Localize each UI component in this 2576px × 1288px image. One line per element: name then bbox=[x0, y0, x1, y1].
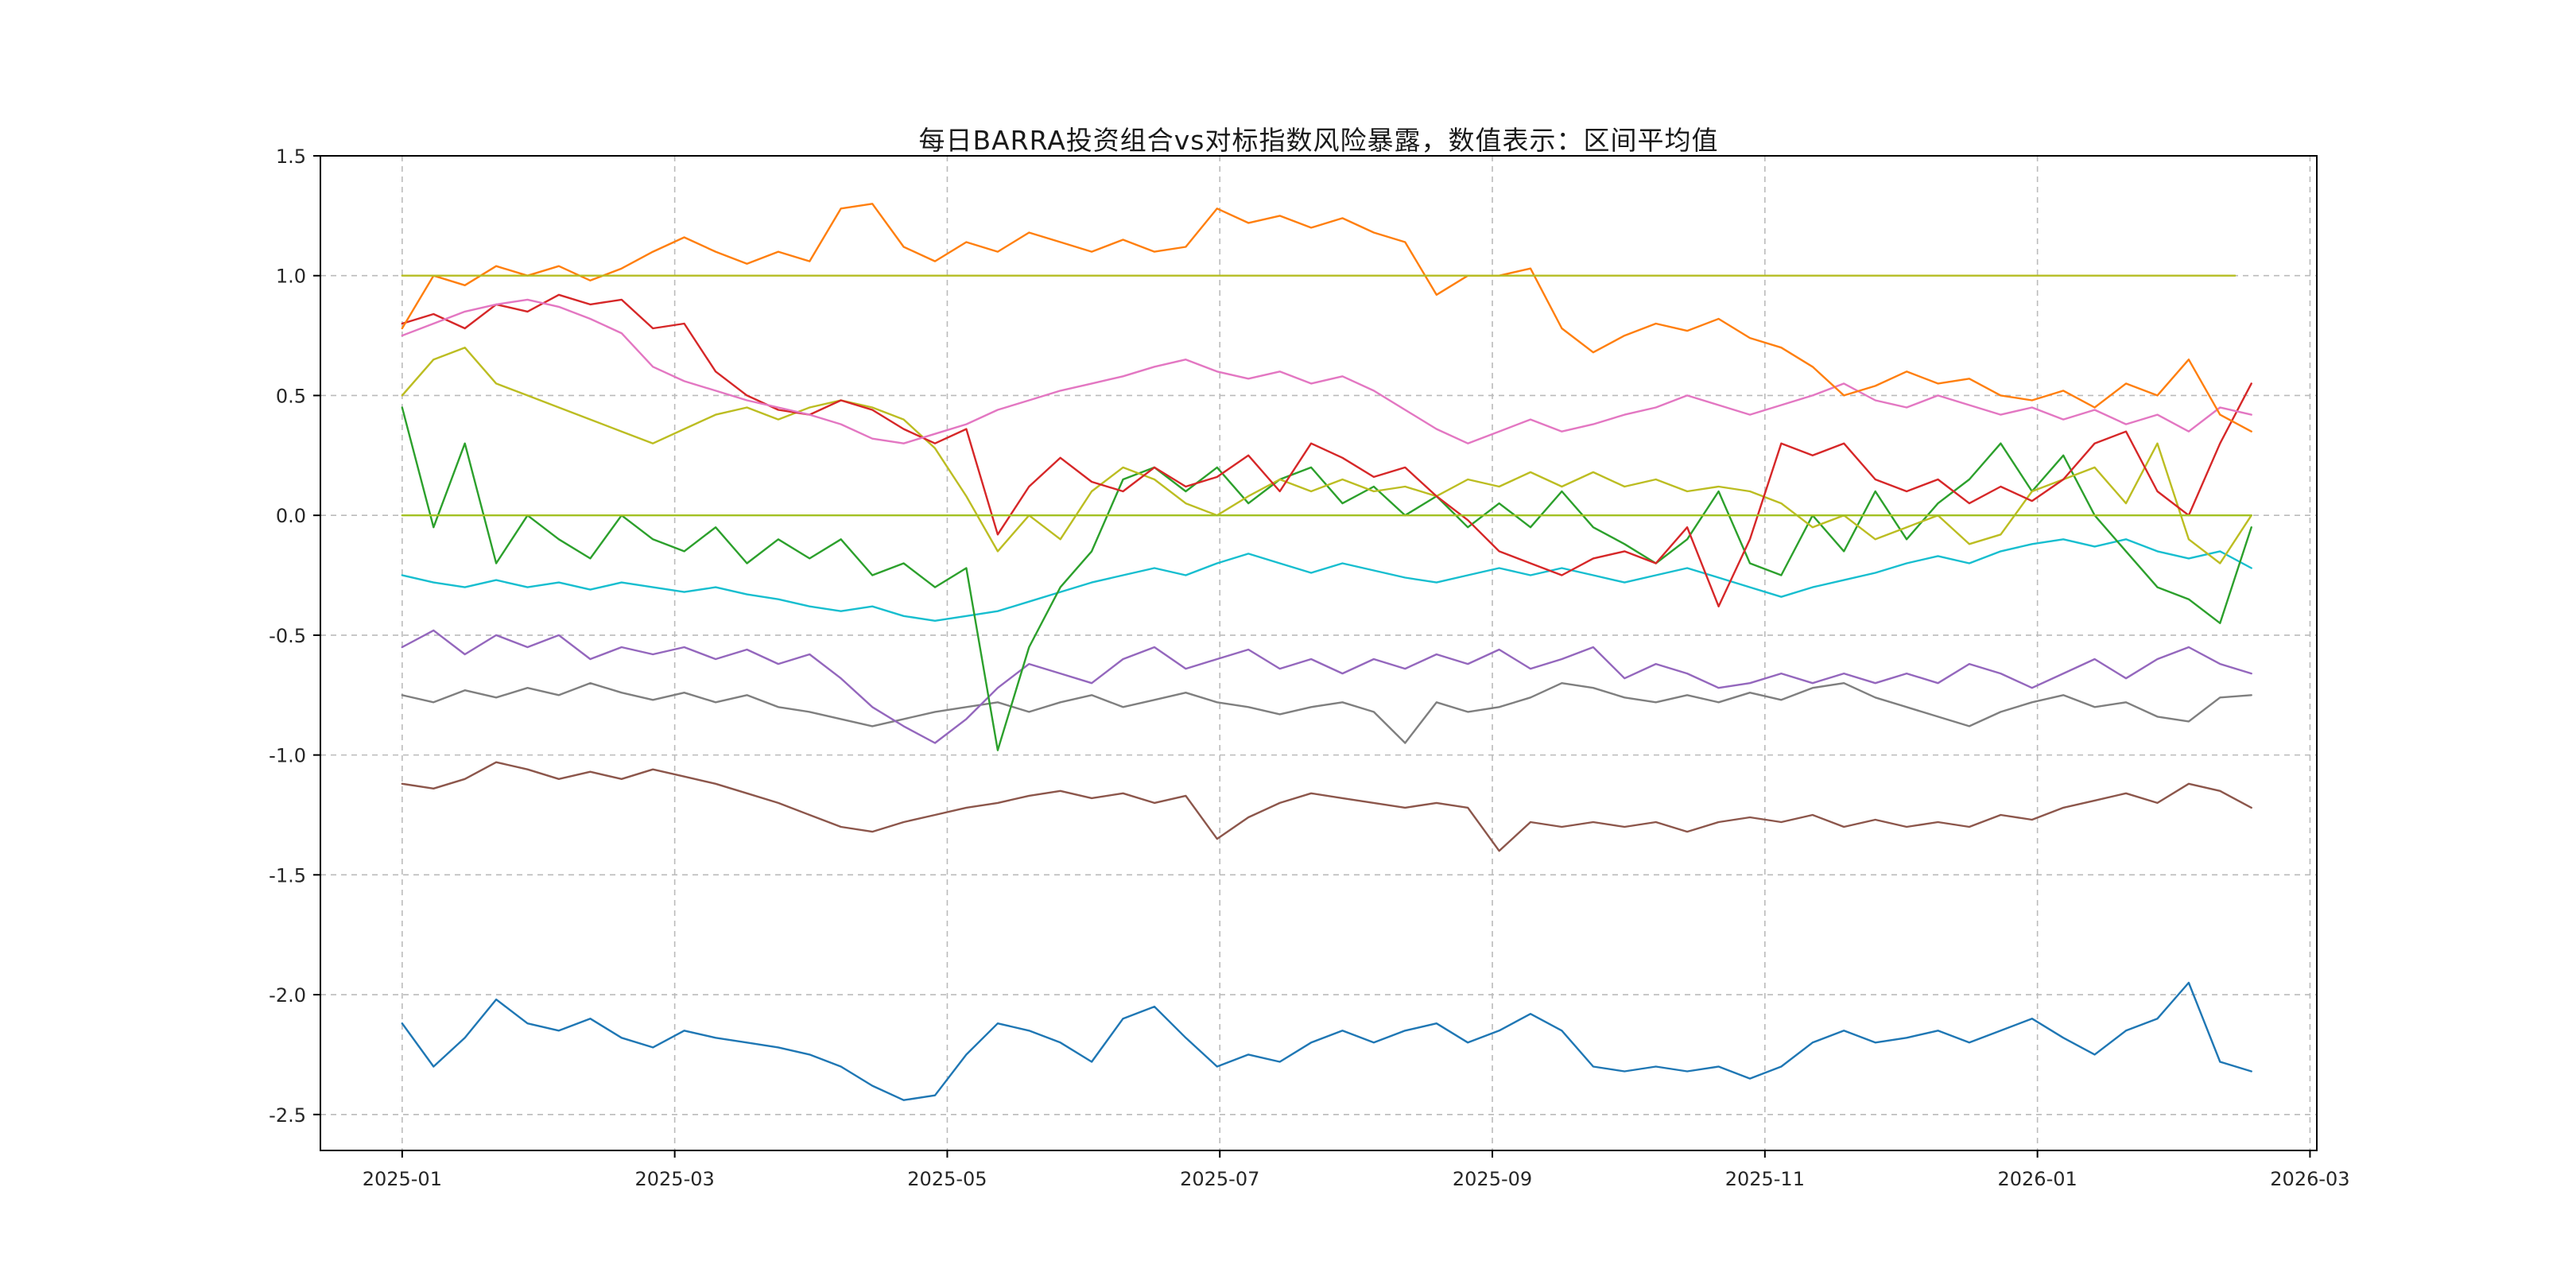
x-tick-label: 2026-03 bbox=[2270, 1168, 2349, 1190]
x-tick-label: 2025-01 bbox=[363, 1168, 442, 1190]
y-tick-label: -1.5 bbox=[269, 864, 306, 886]
plot-frame bbox=[320, 155, 2318, 1151]
y-tick-label: -2.5 bbox=[269, 1104, 306, 1127]
x-tick-label: 2025-09 bbox=[1453, 1168, 1532, 1190]
x-tick-label: 2026-01 bbox=[1997, 1168, 2077, 1190]
chart-title: 每日BARRA投资组合vs对标指数风险暴露，数值表示：区间平均值 bbox=[918, 125, 1719, 156]
y-tick-label: -0.5 bbox=[269, 625, 306, 647]
y-tick-label: 1.5 bbox=[276, 145, 306, 168]
x-tick-label: 2025-11 bbox=[1725, 1168, 1805, 1190]
series-purple bbox=[401, 629, 2252, 744]
series-blue bbox=[401, 981, 2252, 1101]
series-orange bbox=[401, 203, 2252, 433]
y-tick-label: -1.0 bbox=[269, 745, 306, 767]
series-cyan bbox=[401, 538, 2252, 622]
y-tick-label: 0.0 bbox=[276, 505, 306, 527]
y-tick-label: 0.5 bbox=[276, 385, 306, 407]
series-green bbox=[401, 406, 2252, 751]
series-red bbox=[401, 293, 2252, 607]
series-olive bbox=[401, 347, 2252, 564]
y-tick-label: -2.0 bbox=[269, 984, 306, 1007]
x-tick-label: 2025-07 bbox=[1180, 1168, 1259, 1190]
x-tick-label: 2025-03 bbox=[634, 1168, 714, 1190]
x-tick-label: 2025-05 bbox=[907, 1168, 987, 1190]
series-pink bbox=[401, 298, 2252, 444]
series-brown bbox=[401, 761, 2252, 852]
y-tick-label: 1.0 bbox=[276, 266, 306, 288]
series-gray bbox=[401, 682, 2252, 744]
